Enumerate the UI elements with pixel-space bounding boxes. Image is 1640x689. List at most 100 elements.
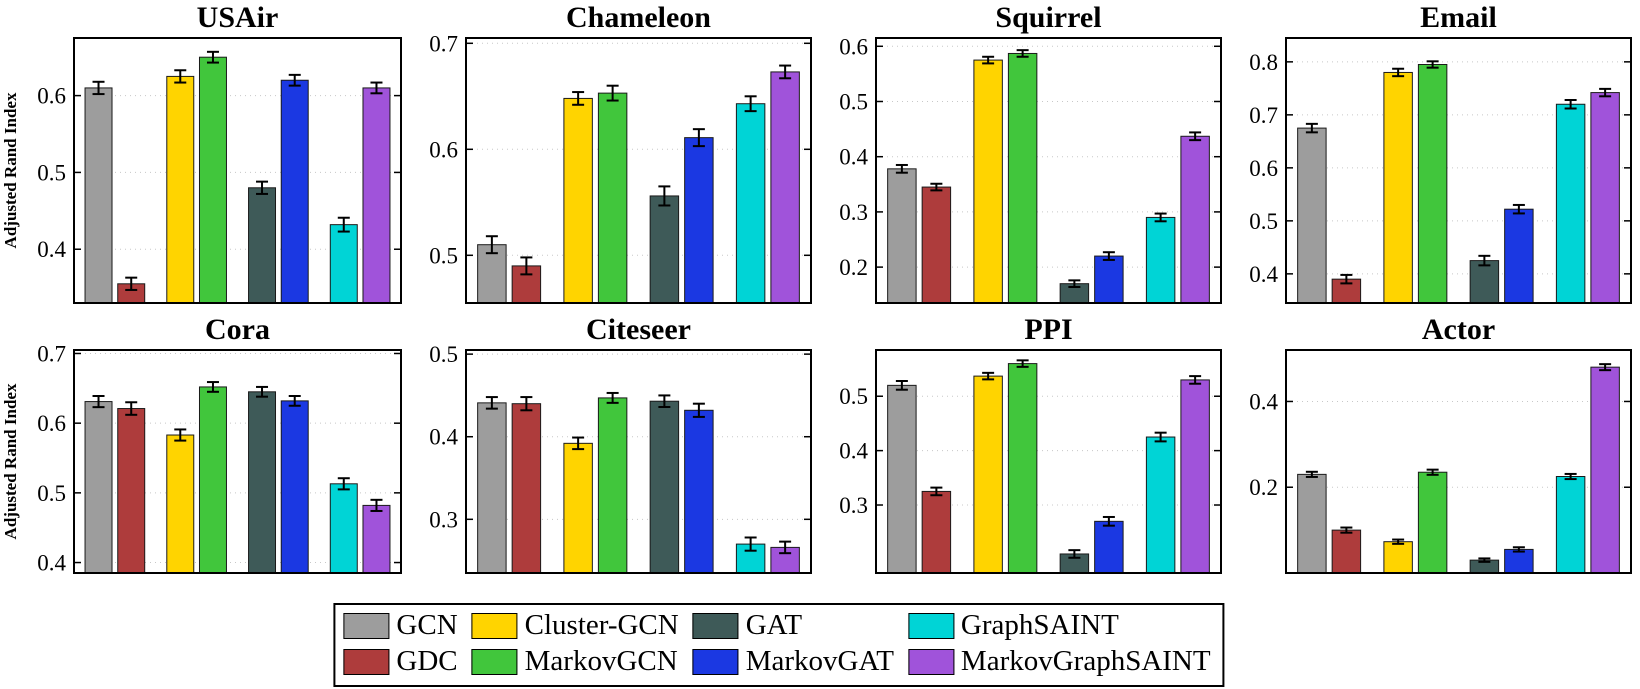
bar-gcn	[1297, 473, 1327, 574]
bar-graphsaint	[1145, 436, 1176, 574]
y-tick-label: 0.6	[1249, 156, 1278, 181]
chart-svg-squirrel: 0.2 0.3 0.4 0.5 0.6 Squirrel	[839, 1, 1222, 304]
y-tick-label: 0.4	[839, 145, 868, 170]
legend-swatch-icon	[907, 613, 954, 640]
bar-cluster-gcn	[1383, 541, 1413, 574]
legend-item-gcn: GCN	[343, 609, 458, 642]
axis-box	[465, 349, 812, 574]
legend-swatch-icon	[343, 649, 390, 676]
bar-markovgcn	[597, 92, 628, 304]
bar-cluster-gcn	[973, 375, 1003, 574]
y-tick-label: 0.6	[37, 411, 66, 436]
y-tick-label: 0.4	[839, 439, 868, 464]
bar-markovgcn	[198, 56, 227, 304]
chart-chameleon: 0.5 0.6 0.7 Chameleon	[410, 0, 820, 312]
chart-svg-email: 0.4 0.5 0.6 0.7 0.8 Email	[1249, 1, 1632, 304]
bar-markovgraphsaint	[1180, 135, 1210, 304]
bar-markovgraphsaint	[770, 71, 800, 304]
chart-svg-usair: 0.4 0.5 0.6 USAir Adjusted Rand Index	[1, 1, 402, 304]
y-tick-label: 0.5	[429, 243, 458, 268]
bar-gat	[248, 187, 277, 304]
bar-markovgat	[280, 79, 309, 304]
y-tick-label: 0.4	[429, 425, 458, 450]
y-tick-label: 0.2	[839, 255, 868, 280]
bar-markovgcn	[1417, 471, 1448, 574]
bar-markovgat	[1094, 520, 1124, 574]
y-tick-label: 0.6	[429, 137, 458, 162]
bar-gcn	[887, 168, 917, 304]
legend-label: GDC	[396, 645, 458, 678]
bar-gat	[1469, 260, 1500, 304]
bar-graphsaint	[1555, 476, 1586, 574]
bar-graphsaint	[1555, 103, 1586, 304]
legend-item-markovgat: MarkovGAT	[692, 645, 894, 678]
bar-gcn	[84, 87, 113, 304]
y-tick-label: 0.4	[37, 237, 66, 262]
chart-svg-actor: 0.2 0.4 Actor	[1249, 313, 1632, 574]
bar-markovgcn	[1007, 363, 1038, 574]
chart-title: Citeseer	[586, 313, 691, 346]
bar-cluster-gcn	[563, 442, 593, 574]
y-tick-label: 0.5	[839, 89, 868, 114]
axis-box	[1285, 349, 1632, 574]
chart-title: Cora	[205, 313, 270, 346]
bar-graphsaint	[329, 483, 358, 574]
legend-item-markovgraphsaint: MarkovGraphSAINT	[907, 645, 1211, 678]
legend-label: MarkovGraphSAINT	[960, 645, 1211, 678]
bar-gdc	[1331, 529, 1362, 574]
y-tick-label: 0.6	[839, 34, 868, 59]
y-tick-label: 0.5	[839, 384, 868, 409]
bar-markovgat	[1504, 208, 1534, 304]
bar-markovgcn	[1417, 64, 1448, 304]
legend-label: GCN	[396, 609, 458, 642]
bar-gdc	[117, 408, 146, 574]
bar-markovgat	[1504, 548, 1534, 574]
bar-markovgcn	[1007, 52, 1038, 304]
y-tick-label: 0.3	[839, 493, 868, 518]
bar-markovgat	[684, 409, 714, 574]
chart-svg-chameleon: 0.5 0.6 0.7 Chameleon	[429, 1, 812, 304]
bar-gat	[248, 391, 277, 574]
y-tick-label: 0.4	[1249, 262, 1278, 287]
bar-markovgraphsaint	[1590, 366, 1620, 574]
axis-box	[1285, 37, 1632, 304]
bar-gcn	[1297, 127, 1327, 304]
chart-ppi: 0.3 0.4 0.5 PPI	[820, 312, 1230, 582]
y-tick-label: 0.2	[1249, 475, 1278, 500]
bar-gdc	[921, 186, 952, 304]
y-tick-label: 0.8	[1249, 50, 1278, 75]
bar-markovgraphsaint	[362, 87, 391, 304]
legend-label: GraphSAINT	[960, 609, 1119, 642]
y-tick-label: 0.5	[1249, 209, 1278, 234]
legend-swatch-icon	[692, 613, 739, 640]
bar-cluster-gcn	[563, 97, 593, 304]
bar-markovgat	[280, 400, 309, 574]
chart-svg-cora: 0.4 0.5 0.6 0.7 Cora Adjusted Rand Index	[1, 313, 402, 576]
legend-swatch-icon	[343, 613, 390, 640]
y-tick-label: 0.4	[1249, 389, 1278, 414]
chart-svg-citeseer: 0.3 0.4 0.5 Citeseer	[429, 313, 812, 574]
bar-cluster-gcn	[166, 75, 195, 304]
y-axis-label: Adjusted Rand Index	[1, 92, 20, 248]
chart-row-top: 0.4 0.5 0.6 USAir Adjusted Rand Index 0.5 0.6…	[0, 0, 1640, 312]
y-tick-label: 0.7	[1249, 103, 1278, 128]
bar-gcn	[84, 401, 113, 574]
chart-cora: 0.4 0.5 0.6 0.7 Cora Adjusted Rand Index	[0, 312, 410, 582]
chart-row-bottom: 0.4 0.5 0.6 0.7 Cora Adjusted Rand Index 0.3 0…	[0, 312, 1640, 582]
legend-label: Cluster-GCN	[524, 609, 679, 642]
bar-graphsaint	[735, 103, 766, 304]
chart-svg-ppi: 0.3 0.4 0.5 PPI	[839, 313, 1222, 574]
chart-title: Chameleon	[566, 1, 711, 34]
y-tick-label: 0.4	[37, 551, 66, 576]
bar-gat	[649, 195, 680, 304]
bar-gdc	[511, 403, 542, 574]
bar-markovgat	[1094, 255, 1124, 304]
y-tick-label: 0.3	[429, 507, 458, 532]
y-tick-label: 0.3	[839, 200, 868, 225]
chart-title: Squirrel	[995, 1, 1101, 34]
legend-item-markovgcn: MarkovGCN	[471, 645, 679, 678]
legend-item-gdc: GDC	[343, 645, 458, 678]
legend-swatch-icon	[471, 649, 518, 676]
bar-gat	[649, 400, 680, 574]
